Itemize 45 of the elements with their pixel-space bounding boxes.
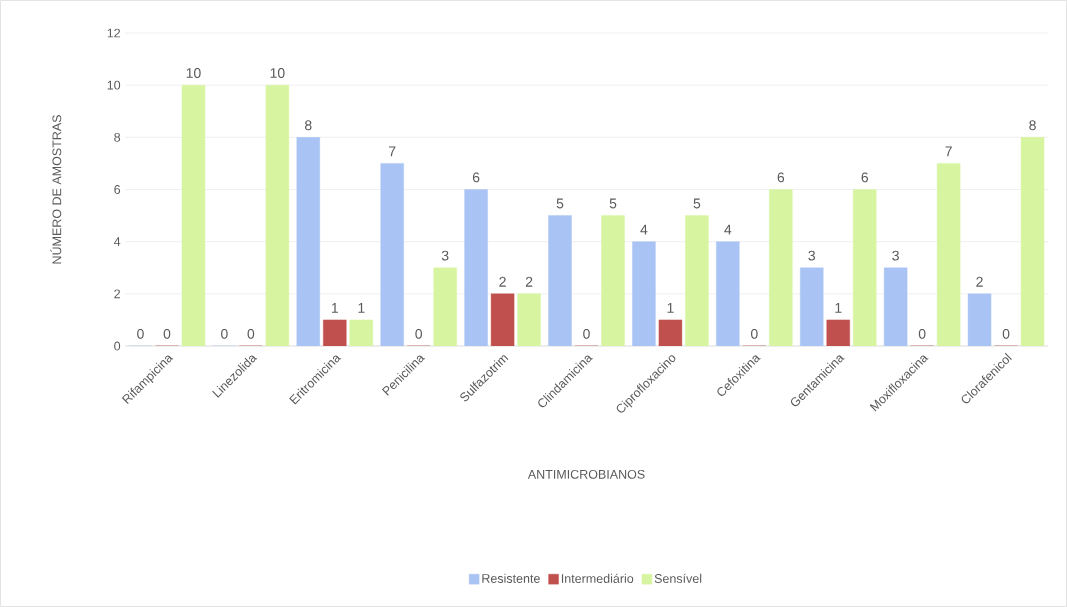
data-label: 5: [556, 198, 564, 209]
legend-label: Resistente: [482, 573, 540, 583]
legend-label: Intermediário: [561, 573, 634, 583]
data-label: 0: [137, 328, 144, 339]
data-label: 0: [750, 328, 758, 339]
data-label: 0: [247, 328, 255, 339]
data-label: 1: [667, 303, 674, 313]
data-label: 4: [724, 224, 732, 235]
data-label: 2: [499, 276, 506, 287]
data-label: 0: [918, 328, 926, 339]
data-label: 1: [835, 303, 842, 313]
data-label: 5: [609, 198, 617, 209]
data-label: 10: [186, 68, 201, 78]
data-label: 6: [472, 172, 480, 183]
y-tick-label: 8: [114, 132, 121, 142]
y-axis-title: NÚMERO DE AMOSTRAS: [50, 115, 62, 264]
y-tick-label: 0: [114, 341, 121, 351]
data-label: 0: [163, 328, 171, 339]
data-label: 4: [640, 224, 648, 235]
data-label: 1: [358, 303, 365, 313]
data-label: 6: [861, 172, 869, 183]
data-label: 3: [808, 250, 816, 261]
legend-label: Sensível: [654, 573, 702, 583]
data-label: 0: [1002, 328, 1010, 339]
data-label: 6: [777, 172, 785, 183]
y-tick-label: 12: [107, 28, 121, 38]
data-label: 10: [270, 68, 285, 78]
data-label: 1: [331, 303, 338, 313]
y-tick-label: 4: [113, 237, 121, 246]
data-label: 8: [304, 120, 312, 131]
data-label: 7: [389, 146, 396, 157]
data-label: 2: [525, 276, 533, 287]
x-axis-title: ANTIMICROBIANOS: [527, 469, 645, 479]
y-tick-label: 2: [114, 289, 121, 299]
data-label: 0: [415, 328, 423, 339]
data-label: 3: [441, 250, 449, 261]
data-label: 7: [945, 146, 952, 157]
data-label: 0: [221, 328, 228, 339]
y-tick-label: 10: [107, 80, 121, 90]
data-label: 2: [976, 276, 983, 287]
data-label: 8: [1029, 120, 1036, 131]
y-tick-label: 6: [114, 185, 121, 194]
data-label: 3: [892, 250, 899, 261]
data-label: 0: [583, 328, 590, 339]
data-label: 5: [693, 198, 701, 209]
